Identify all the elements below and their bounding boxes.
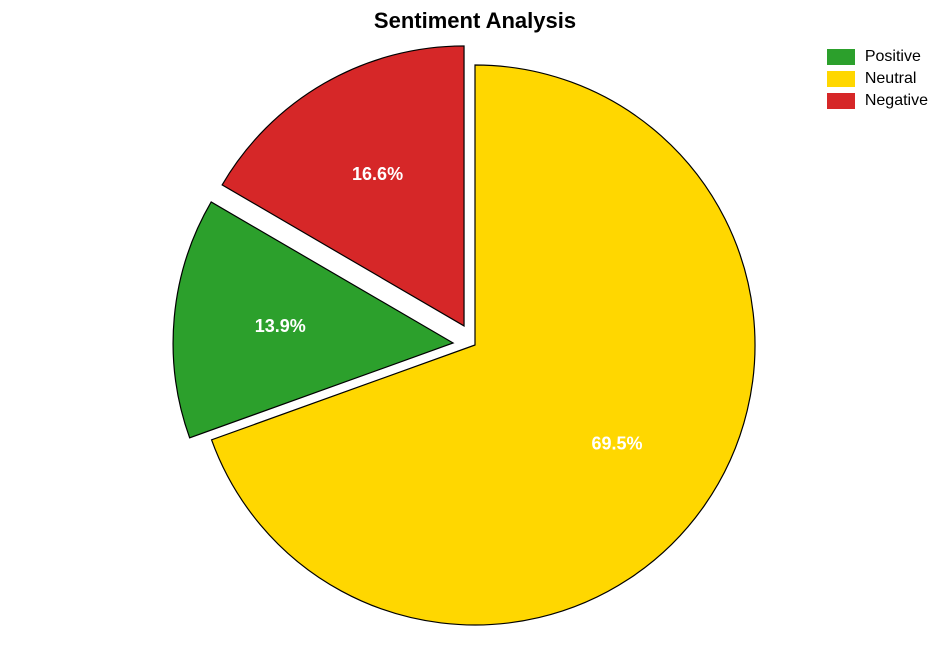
legend-item: Negative <box>827 92 928 110</box>
legend-item: Positive <box>827 48 928 66</box>
legend-swatch <box>827 93 855 109</box>
pie-svg: 16.6% 13.9% 69.5% <box>0 40 950 660</box>
slice-label-positive: 13.9% <box>255 316 306 336</box>
legend-swatch <box>827 49 855 65</box>
legend-label: Positive <box>865 48 921 66</box>
legend-label: Negative <box>865 92 928 110</box>
sentiment-pie-chart: Sentiment Analysis 16.6% 13.9% 69.5% Posit… <box>0 0 950 662</box>
legend-label: Neutral <box>865 70 917 88</box>
slice-label-negative: 16.6% <box>352 164 403 184</box>
legend-item: Neutral <box>827 70 928 88</box>
slice-label-neutral: 69.5% <box>592 434 643 454</box>
legend-swatch <box>827 71 855 87</box>
chart-title: Sentiment Analysis <box>0 8 950 34</box>
chart-legend: Positive Neutral Negative <box>827 48 928 114</box>
